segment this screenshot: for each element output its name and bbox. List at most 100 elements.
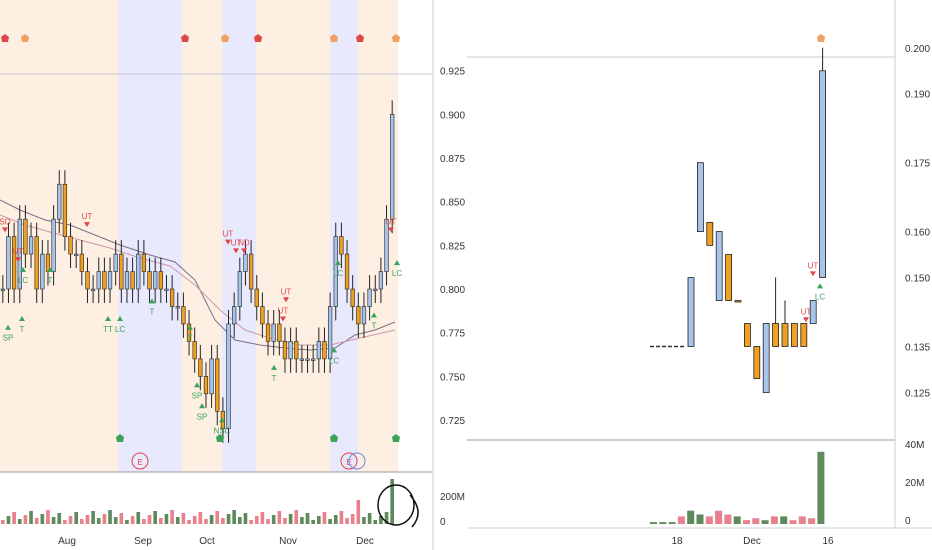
volume-bar xyxy=(650,522,657,524)
signal-triangle xyxy=(149,298,155,304)
signal-triangle xyxy=(194,382,200,388)
pentagon-marker xyxy=(181,34,189,42)
volume-bar xyxy=(159,518,163,524)
pentagon-marker xyxy=(330,434,338,442)
volume-bar xyxy=(204,519,208,524)
volume-bar xyxy=(715,510,723,524)
candle-body xyxy=(378,271,384,290)
candle-body xyxy=(57,183,62,220)
y-tick-label: 0.200 xyxy=(905,44,930,55)
candle-body xyxy=(141,253,147,272)
candle-body xyxy=(40,253,45,290)
volume-bar xyxy=(743,520,750,524)
candle-body xyxy=(725,254,732,301)
volume-bar xyxy=(102,514,107,524)
signal-triangle xyxy=(233,248,239,254)
candle-body xyxy=(215,358,220,412)
candle-body xyxy=(715,231,723,301)
volume-bar xyxy=(696,514,704,524)
candle-body xyxy=(0,288,5,291)
volume-bar xyxy=(379,516,383,524)
left-bands xyxy=(0,0,398,472)
annotation-circle xyxy=(377,484,415,526)
volume-bar xyxy=(311,520,315,524)
signal-triangle xyxy=(331,347,337,353)
signal-label: T xyxy=(272,374,277,383)
signal-triangle xyxy=(283,297,289,303)
x-tick-label: Sep xyxy=(134,536,152,547)
candle-body xyxy=(51,218,56,272)
candle-body xyxy=(316,341,321,360)
left-volume-bars xyxy=(1,479,394,524)
volume-bar xyxy=(1,520,5,524)
candle-body xyxy=(107,271,113,290)
volume-bar xyxy=(752,518,760,524)
signal-triangle xyxy=(219,417,225,423)
volume-bar xyxy=(668,522,676,524)
y-tick-label: 0.850 xyxy=(440,198,465,209)
volume-bar xyxy=(12,512,16,524)
candle-body xyxy=(237,271,242,307)
pentagon-marker xyxy=(392,434,400,442)
signal-label: TT xyxy=(103,325,113,334)
candle-body xyxy=(136,253,141,290)
event-marker xyxy=(340,452,358,470)
pentagon-marker xyxy=(356,34,364,42)
volume-bar xyxy=(85,515,90,524)
volume-bar xyxy=(91,511,95,524)
signal-triangle xyxy=(15,257,21,263)
y-tick-label: 0.150 xyxy=(905,274,930,285)
signal-triangle xyxy=(280,316,286,322)
volume-bar xyxy=(238,517,242,524)
y-tick-label: 0.175 xyxy=(905,159,930,170)
left-x-axis: Aug Sep Oct Nov Dec xyxy=(58,536,374,547)
y-tick-label: 0.800 xyxy=(440,285,465,296)
signal-triangle xyxy=(371,312,377,318)
volume-bar xyxy=(175,517,180,524)
candle-body xyxy=(34,236,39,290)
signal-triangle xyxy=(47,267,53,273)
volume-bar xyxy=(659,522,667,524)
signal-triangle xyxy=(271,364,277,370)
candle-body xyxy=(62,183,68,237)
candle-body xyxy=(119,253,124,290)
signal-label: LC xyxy=(392,269,402,278)
volume-bar xyxy=(17,519,22,524)
volume-bar xyxy=(232,510,236,524)
volume-tick-label: 0 xyxy=(440,517,446,528)
right-y-axis: 0.200 0.190 0.175 0.160 0.150 0.135 0.125 xyxy=(905,44,930,400)
volume-bar xyxy=(226,514,231,524)
candle-body xyxy=(344,253,350,290)
signal-triangle xyxy=(817,283,823,289)
candle-body xyxy=(175,306,180,309)
candle-body xyxy=(186,323,192,342)
volume-bar xyxy=(130,516,135,524)
volume-bar xyxy=(96,518,101,524)
candle-body xyxy=(819,70,826,278)
candle-body xyxy=(68,236,73,255)
candle-body xyxy=(800,323,808,347)
y-tick-label: 0.750 xyxy=(440,372,465,383)
candle-body xyxy=(791,323,798,347)
candle-body xyxy=(164,288,169,291)
volume-bar xyxy=(350,514,355,524)
candle-body xyxy=(124,271,130,290)
event-label: E xyxy=(137,458,142,467)
candle-body xyxy=(744,323,751,347)
volume-bar xyxy=(362,517,366,524)
candle-body xyxy=(390,114,395,220)
volume-bar xyxy=(80,519,84,524)
volume-bar xyxy=(34,518,39,524)
y-tick-label: 0.875 xyxy=(440,154,465,165)
volume-bar xyxy=(57,513,62,524)
signal-label: T xyxy=(150,307,155,316)
signal-triangle xyxy=(335,260,341,266)
volume-bar xyxy=(192,516,197,524)
signal-label: T xyxy=(372,321,377,330)
volume-bar xyxy=(243,513,248,524)
volume-bar xyxy=(254,516,259,524)
candle-body xyxy=(192,341,197,360)
volume-bar xyxy=(798,516,806,524)
